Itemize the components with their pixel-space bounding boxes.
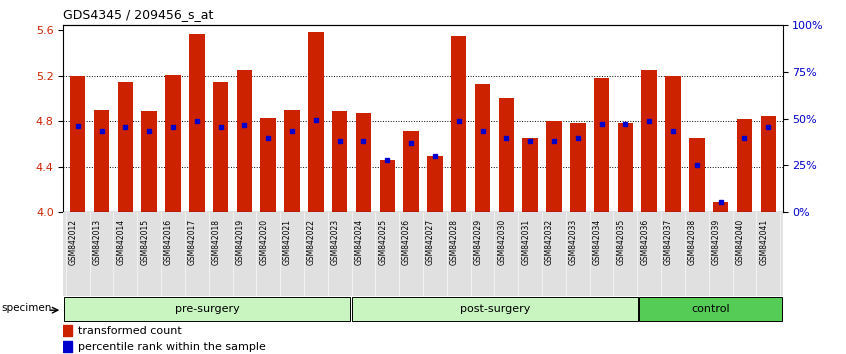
Text: GSM842027: GSM842027 [426, 219, 435, 265]
Bar [618, 122, 633, 212]
Text: GSM842024: GSM842024 [354, 219, 364, 265]
Bar [498, 98, 514, 212]
Bar [308, 32, 323, 212]
Bar [451, 36, 466, 212]
Bar [640, 297, 782, 321]
Bar [641, 70, 657, 212]
Text: pre-surgery: pre-surgery [175, 304, 239, 314]
Text: GSM842020: GSM842020 [259, 219, 268, 265]
Text: GSM842029: GSM842029 [474, 219, 482, 265]
Bar [63, 341, 73, 353]
Bar [213, 82, 228, 212]
Text: GSM842031: GSM842031 [521, 219, 530, 265]
Bar [689, 138, 705, 212]
Text: percentile rank within the sample: percentile rank within the sample [78, 342, 266, 352]
Text: GSM842033: GSM842033 [569, 219, 578, 265]
Text: GSM842018: GSM842018 [212, 219, 221, 265]
Text: control: control [691, 304, 730, 314]
Bar [355, 114, 371, 212]
Bar [713, 202, 728, 212]
Text: GSM842021: GSM842021 [283, 219, 292, 265]
Bar [332, 111, 348, 212]
Bar [189, 34, 205, 212]
Text: GSM842022: GSM842022 [307, 219, 316, 265]
Text: GSM842012: GSM842012 [69, 219, 78, 265]
Text: GSM842014: GSM842014 [117, 219, 125, 265]
Bar [70, 76, 85, 212]
Bar [547, 121, 562, 212]
Text: GSM842036: GSM842036 [640, 219, 649, 265]
Text: GSM842028: GSM842028 [450, 219, 459, 265]
Text: GSM842041: GSM842041 [759, 219, 768, 265]
Text: GSM842016: GSM842016 [164, 219, 173, 265]
Bar [64, 297, 350, 321]
Bar [165, 75, 181, 212]
Bar [427, 155, 442, 212]
Bar [118, 82, 133, 212]
Text: GSM842019: GSM842019 [235, 219, 244, 265]
Text: GSM842026: GSM842026 [402, 219, 411, 265]
Text: GSM842032: GSM842032 [545, 219, 554, 265]
Bar [380, 160, 395, 212]
Bar [261, 118, 276, 212]
Bar [761, 116, 776, 212]
Text: GSM842017: GSM842017 [188, 219, 197, 265]
Text: GDS4345 / 209456_s_at: GDS4345 / 209456_s_at [63, 8, 214, 21]
Bar [141, 111, 157, 212]
Text: GSM842025: GSM842025 [378, 219, 387, 265]
Text: GSM842037: GSM842037 [664, 219, 673, 265]
Text: GSM842023: GSM842023 [331, 219, 339, 265]
Bar [475, 84, 491, 212]
Bar [570, 122, 585, 212]
Bar [594, 78, 609, 212]
Bar [523, 138, 538, 212]
Text: transformed count: transformed count [78, 326, 182, 336]
Text: GSM842015: GSM842015 [140, 219, 149, 265]
Bar [737, 119, 752, 212]
Text: GSM842030: GSM842030 [497, 219, 507, 265]
Text: GSM842039: GSM842039 [711, 219, 721, 265]
Text: GSM842034: GSM842034 [592, 219, 602, 265]
Bar [352, 297, 638, 321]
Text: post-surgery: post-surgery [459, 304, 530, 314]
Text: GSM842035: GSM842035 [617, 219, 625, 265]
Bar [404, 131, 419, 212]
Text: GSM842040: GSM842040 [735, 219, 744, 265]
Text: GSM842038: GSM842038 [688, 219, 697, 265]
Bar [94, 110, 109, 212]
Bar [63, 325, 73, 336]
Text: specimen: specimen [1, 303, 52, 313]
Bar [284, 110, 299, 212]
Bar [237, 70, 252, 212]
Bar [665, 76, 681, 212]
Text: GSM842013: GSM842013 [92, 219, 102, 265]
